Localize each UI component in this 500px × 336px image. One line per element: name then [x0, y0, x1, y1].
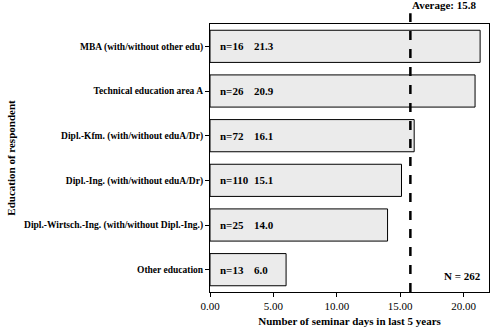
svg-text:n=26: n=26	[220, 85, 244, 97]
svg-text:N = 262: N = 262	[444, 270, 481, 282]
svg-text:Technical education area A: Technical education area A	[94, 86, 204, 96]
svg-text:0.00: 0.00	[200, 300, 220, 312]
svg-text:n=110: n=110	[220, 174, 249, 186]
svg-text:15.1: 15.1	[254, 174, 273, 186]
svg-text:15.00: 15.00	[388, 300, 413, 312]
svg-text:MBA (with/without other edu): MBA (with/without other edu)	[80, 42, 203, 53]
svg-text:20.9: 20.9	[254, 85, 274, 97]
svg-text:14.0: 14.0	[254, 219, 274, 231]
svg-text:20.00: 20.00	[451, 300, 476, 312]
svg-text:10.00: 10.00	[324, 300, 349, 312]
svg-text:n=72: n=72	[220, 130, 244, 142]
svg-text:n=25: n=25	[220, 219, 244, 231]
svg-text:Dipl.-Kfm. (with/without eduA/: Dipl.-Kfm. (with/without eduA/Dr)	[61, 131, 203, 142]
svg-text:21.3: 21.3	[254, 40, 274, 52]
svg-text:Other education: Other education	[137, 265, 204, 275]
svg-text:Average: 15.8: Average: 15.8	[412, 0, 476, 11]
svg-text:Dipl.-Wirtsch.-Ing. (with/with: Dipl.-Wirtsch.-Ing. (with/without Dipl.-…	[24, 220, 203, 231]
svg-text:n=13: n=13	[220, 264, 244, 276]
svg-text:Dipl.-Ing. (with/without eduA/: Dipl.-Ing. (with/without eduA/Dr)	[66, 176, 203, 187]
svg-text:Education of respondent: Education of respondent	[5, 100, 17, 216]
svg-text:5.00: 5.00	[264, 300, 284, 312]
svg-text:n=16: n=16	[220, 40, 244, 52]
svg-text:6.0: 6.0	[254, 264, 268, 276]
svg-text:Number of seminar days in last: Number of seminar days in last 5 years	[258, 315, 441, 327]
svg-text:16.1: 16.1	[254, 130, 273, 142]
